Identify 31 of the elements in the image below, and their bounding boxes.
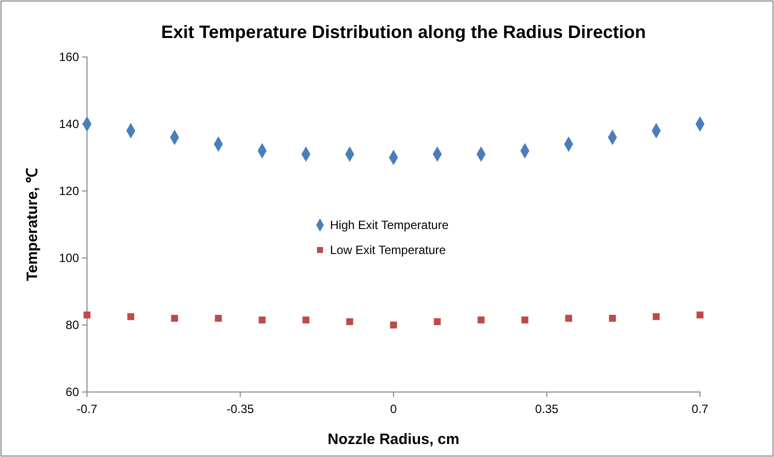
x-tick-label: 0 (390, 402, 398, 416)
point (696, 311, 704, 318)
legend-label: High Exit Temperature (330, 218, 449, 232)
point (171, 314, 178, 322)
point (214, 314, 222, 322)
x-tick-label: 0.7 (692, 402, 709, 416)
y-tick-label: 140 (58, 116, 80, 131)
y-tick-label: 60 (66, 384, 80, 399)
point (302, 316, 310, 324)
point (390, 322, 397, 328)
x-tick-label: -0.7 (76, 402, 98, 416)
point (127, 313, 134, 320)
y-tick-label: 120 (58, 184, 80, 198)
x-tick-label: -0.35 (226, 402, 254, 416)
y-axis-title: Temperature, ℃ (24, 168, 41, 282)
y-tick-label: 80 (66, 318, 80, 332)
point (652, 313, 660, 320)
point (434, 318, 441, 326)
point (346, 318, 354, 326)
y-tick-label: 160 (58, 50, 80, 64)
point (258, 316, 266, 324)
point (521, 316, 528, 324)
x-axis-title: Nozzle Radius, cm (328, 431, 460, 448)
x-tick-label: 0.35 (535, 402, 559, 416)
point (608, 314, 616, 322)
chart-title: Exit Temperature Distribution along the Radius Direction (161, 22, 646, 42)
point (478, 316, 485, 324)
y-tick-label: 100 (58, 250, 80, 265)
point (84, 311, 90, 318)
legend-label: Low Exit Temperature (330, 243, 446, 257)
point (565, 314, 572, 322)
